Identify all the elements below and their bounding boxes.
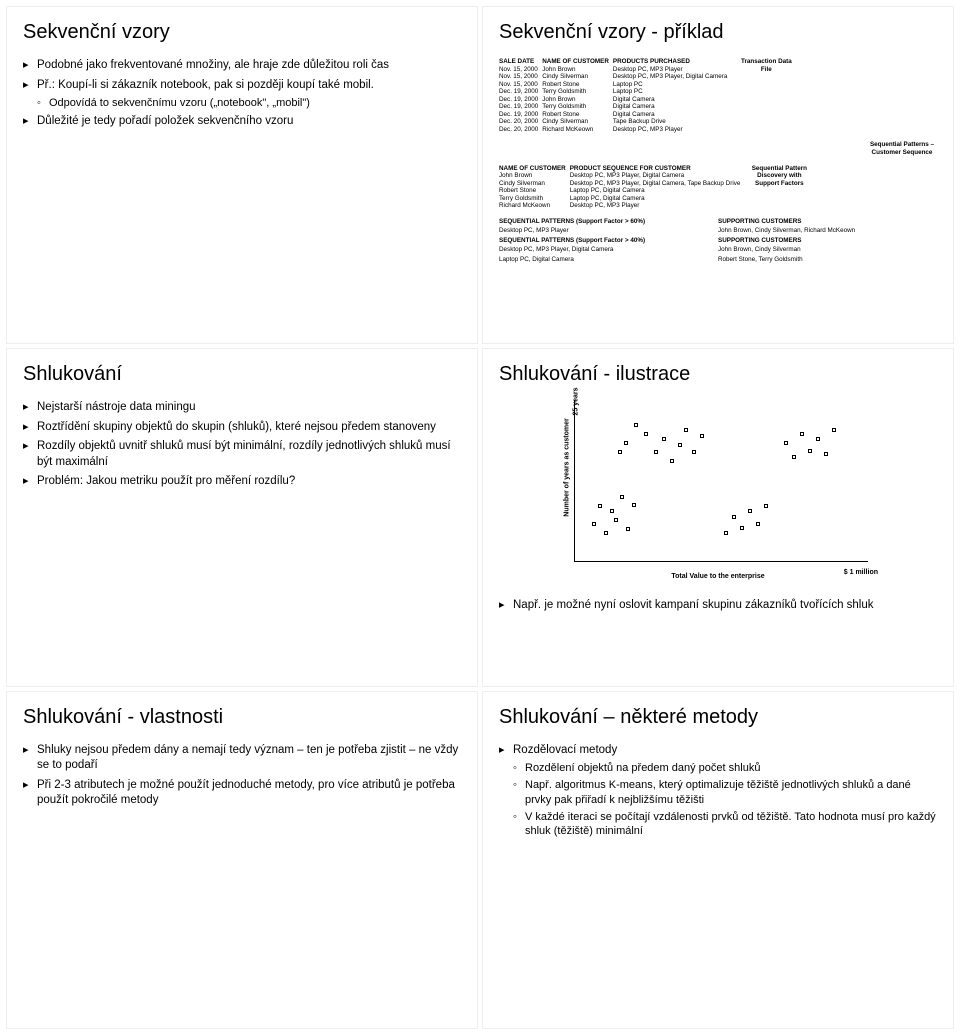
slide-shlukovani-vlastnosti: Shlukování - vlastnosti Shluky nejsou př… xyxy=(6,691,478,1029)
slide-title: Shlukování - vlastnosti xyxy=(23,706,461,729)
bullet-list: Rozdělovací metodyRozdělení objektů na p… xyxy=(499,743,937,839)
scatter-point xyxy=(598,504,602,508)
slide-sekvencni-vzory: Sekvenční vzory Podobné jako frekventova… xyxy=(6,6,478,344)
patterns-block: SEQUENTIAL PATTERNS (Support Factor > 60… xyxy=(499,218,937,264)
scatter-point xyxy=(724,531,728,535)
bullet-item: Rozdíly objektů uvnitř shluků musí být m… xyxy=(23,439,461,470)
scatter-point xyxy=(684,428,688,432)
customer-sequence-table: NAME OF CUSTOMERPRODUCT SEQUENCE FOR CUS… xyxy=(499,165,744,210)
scatter-point xyxy=(610,509,614,513)
side-label-transaction: Transaction Data File xyxy=(737,58,795,73)
scatter-point xyxy=(592,522,596,526)
scatter-ylabel: Number of years as customer xyxy=(564,393,571,543)
slide-shlukovani: Shlukování Nejstarší nástroje data minin… xyxy=(6,348,478,686)
bullet-item: Podobné jako frekventované množiny, ale … xyxy=(23,58,461,74)
bullet-list: Podobné jako frekventované množiny, ale … xyxy=(23,58,461,130)
bullet-item: Např. je možné nyní oslovit kampaní skup… xyxy=(499,598,937,614)
bullet-item: Při 2-3 atributech je možné použít jedno… xyxy=(23,778,461,809)
scatter-point xyxy=(756,522,760,526)
scatter-point xyxy=(792,455,796,459)
scatter-xlabel: Total Value to the enterprise xyxy=(568,573,868,580)
bullet-list: Např. je možné nyní oslovit kampaní skup… xyxy=(499,598,937,614)
bullet-item: Př.: Koupí-li si zákazník notebook, pak … xyxy=(23,78,461,111)
scatter-point xyxy=(692,450,696,454)
scatter-point xyxy=(816,437,820,441)
scatter-point xyxy=(654,450,658,454)
scatter-point xyxy=(832,428,836,432)
scatter-point xyxy=(800,432,804,436)
side-label-seqpatt: Sequential Patterns – Customer Sequence xyxy=(867,141,937,156)
scatter-xend: $ 1 million xyxy=(844,569,878,576)
sub-bullet-item: Odpovídá to sekvenčnímu vzoru („notebook… xyxy=(37,96,461,110)
sequence-tables-figure: SALE DATENAME OF CUSTOMERPRODUCTS PURCHA… xyxy=(499,58,937,264)
scatter-point xyxy=(624,441,628,445)
sub-bullet-item: Např. algoritmus K-means, který optimali… xyxy=(513,778,937,807)
slide-shlukovani-metody: Shlukování – některé metody Rozdělovací … xyxy=(482,691,954,1029)
bullet-list: Shluky nejsou předem dány a nemají tedy … xyxy=(23,743,461,809)
bullet-list: Nejstarší nástroje data miningu Roztříděn… xyxy=(23,400,461,490)
scatter-point xyxy=(626,527,630,531)
scatter-point xyxy=(670,459,674,463)
scatter-point xyxy=(808,449,812,453)
scatter-yend: 25 years xyxy=(573,388,580,416)
bullet-item: Problém: Jakou metriku použít pro měření… xyxy=(23,474,461,490)
slide-sekvencni-vzory-priklad: Sekvenční vzory - příklad SALE DATENAME … xyxy=(482,6,954,344)
bullet-item: Důležité je tedy pořadí položek sekvenčn… xyxy=(23,114,461,130)
scatter-point xyxy=(764,504,768,508)
scatter-point xyxy=(678,443,682,447)
bullet-item: Nejstarší nástroje data miningu xyxy=(23,400,461,416)
slide-title: Shlukování xyxy=(23,363,461,386)
scatter-point xyxy=(784,441,788,445)
scatter-plot: Number of years as customer 25 years Tot… xyxy=(568,400,868,590)
scatter-point xyxy=(618,450,622,454)
bullet-item: Rozdělovací metodyRozdělení objektů na p… xyxy=(499,743,937,839)
scatter-point xyxy=(632,503,636,507)
scatter-point xyxy=(634,423,638,427)
scatter-point xyxy=(748,509,752,513)
bullet-item: Roztřídění skupiny objektů do skupin (sh… xyxy=(23,420,461,436)
scatter-point xyxy=(700,434,704,438)
scatter-point xyxy=(732,515,736,519)
scatter-point xyxy=(824,452,828,456)
sub-bullet-item: V každé iteraci se počítají vzdálenosti … xyxy=(513,810,937,839)
scatter-point xyxy=(614,518,618,522)
scatter-point xyxy=(644,432,648,436)
scatter-point xyxy=(604,531,608,535)
slide-title: Sekvenční vzory - příklad xyxy=(499,21,937,44)
scatter-point xyxy=(662,437,666,441)
sub-bullet-item: Rozdělení objektů na předem daný počet s… xyxy=(513,761,937,775)
slide-title: Shlukování - ilustrace xyxy=(499,363,937,386)
side-label-discovery: Sequential Pattern Discovery with Suppor… xyxy=(750,165,808,188)
transaction-table: SALE DATENAME OF CUSTOMERPRODUCTS PURCHA… xyxy=(499,58,731,133)
slide-title: Shlukování – některé metody xyxy=(499,706,937,729)
scatter-point xyxy=(740,526,744,530)
scatter-point xyxy=(620,495,624,499)
slide-title: Sekvenční vzory xyxy=(23,21,461,44)
bullet-item: Shluky nejsou předem dány a nemají tedy … xyxy=(23,743,461,774)
slide-shlukovani-ilustrace: Shlukování - ilustrace Number of years a… xyxy=(482,348,954,686)
